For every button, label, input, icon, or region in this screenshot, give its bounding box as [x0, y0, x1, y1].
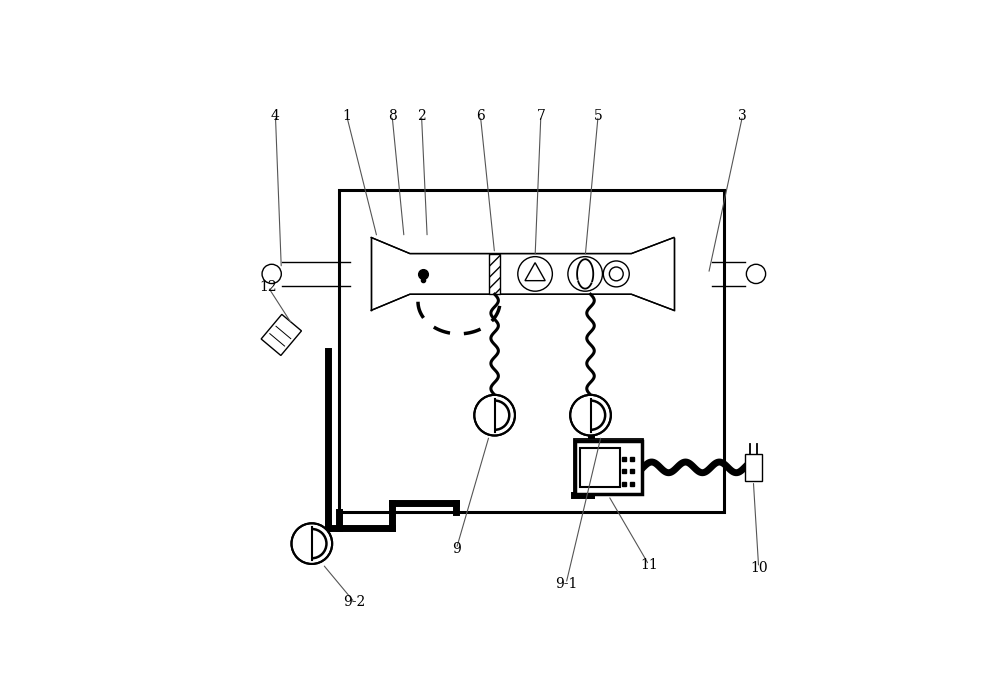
Circle shape: [570, 395, 611, 436]
Text: 4: 4: [271, 108, 280, 122]
Text: 12: 12: [259, 280, 277, 294]
Polygon shape: [371, 238, 674, 310]
Bar: [580, 448, 620, 487]
Text: 6: 6: [476, 108, 485, 122]
Circle shape: [518, 256, 552, 291]
Bar: [574, 439, 643, 496]
Text: 9: 9: [452, 542, 461, 556]
Text: 11: 11: [640, 558, 658, 572]
Text: 10: 10: [750, 561, 767, 575]
Text: 1: 1: [342, 108, 351, 122]
Bar: [489, 254, 500, 294]
Text: 7: 7: [536, 108, 545, 122]
Polygon shape: [261, 314, 301, 355]
Circle shape: [291, 523, 332, 564]
Text: 3: 3: [738, 108, 747, 122]
Bar: [339, 190, 724, 512]
Circle shape: [603, 261, 629, 287]
Text: 9-2: 9-2: [344, 596, 366, 610]
Text: 2: 2: [417, 108, 426, 122]
Text: 5: 5: [594, 108, 602, 122]
Circle shape: [568, 256, 602, 291]
Bar: [575, 441, 642, 494]
Circle shape: [262, 264, 281, 284]
Text: 9-1: 9-1: [555, 577, 577, 591]
Circle shape: [746, 264, 766, 284]
Bar: [745, 454, 762, 481]
Circle shape: [474, 395, 515, 436]
Text: 8: 8: [388, 108, 396, 122]
